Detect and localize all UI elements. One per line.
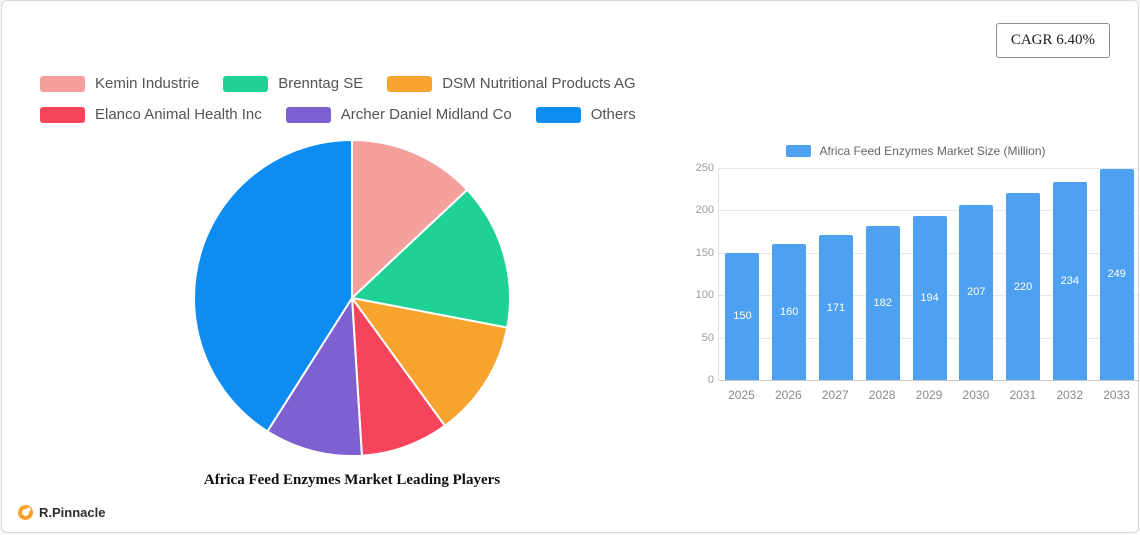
x-axis-label: 2025: [728, 388, 755, 402]
legend-label: Elanco Animal Health Inc: [95, 106, 262, 123]
y-tick-label: 150: [695, 246, 714, 259]
x-axis-label: 2029: [915, 388, 943, 402]
bar-legend-label: Africa Feed Enzymes Market Size (Million…: [819, 144, 1046, 158]
bar-column: 234: [1046, 168, 1093, 380]
brand-name: R.Pinnacle: [39, 505, 106, 520]
bar[interactable]: 249: [1099, 168, 1134, 380]
x-axis-label: 2027: [821, 388, 849, 402]
bar-column: 182: [859, 168, 906, 380]
x-axis-label: 2026: [774, 388, 802, 402]
bar[interactable]: 182: [865, 225, 900, 380]
pie-slice[interactable]: [265, 294, 363, 458]
bar-value-label: 249: [1107, 268, 1126, 281]
bar-column: 249: [1093, 168, 1138, 380]
brand-icon: [18, 505, 33, 520]
bar-column: 194: [906, 168, 953, 380]
pie-slice[interactable]: [349, 296, 509, 428]
y-tick-label: 0: [707, 374, 714, 386]
legend-label: Archer Daniel Midland Co: [340, 106, 512, 123]
pie-chart: Africa Feed Enzymes Market Leading Playe…: [185, 131, 519, 489]
cagr-label: CAGR 6.40%: [1010, 32, 1095, 48]
legend-swatch: [387, 75, 433, 92]
y-tick-label: 50: [701, 331, 714, 344]
y-tick-label: 250: [695, 162, 714, 174]
plot-area: 150 160 171 182 194 207 220 234 249: [718, 168, 1138, 381]
bar-value-label: 220: [1013, 280, 1033, 293]
legend-item[interactable]: Elanco Animal Health Inc: [40, 106, 262, 123]
legend-item[interactable]: Kemin Industrie: [40, 75, 199, 92]
y-tick-label: 200: [695, 204, 714, 217]
legend-label: Others: [590, 106, 636, 123]
bar-value-label: 160: [779, 306, 799, 319]
bar-column: 207: [953, 168, 1000, 380]
y-tick-label: 100: [695, 289, 714, 302]
legend-swatch: [285, 106, 331, 123]
x-axis: 2025 2026 2027 2028 2029 2030 2031 2032 2033: [718, 388, 1138, 402]
bar-value-label: 207: [967, 286, 986, 299]
bars: 150 160 171 182 194 207 220 234 249: [719, 168, 1138, 380]
bar-value-label: 194: [920, 291, 939, 304]
bar[interactable]: 234: [1052, 181, 1087, 380]
legend-swatch: [223, 75, 269, 92]
bar[interactable]: 171: [818, 235, 853, 380]
bar-value-label: 150: [733, 310, 752, 323]
cagr-badge: CAGR 6.40%: [995, 23, 1110, 58]
gridline: [719, 168, 1138, 169]
x-axis-label: 2033: [1103, 388, 1130, 402]
pie-slice[interactable]: [350, 294, 447, 457]
bar[interactable]: 160: [772, 244, 807, 380]
legend-swatch: [40, 75, 85, 92]
pie-svg: [193, 138, 511, 458]
legend-swatch: [40, 106, 85, 123]
brand-logo: R.Pinnacle: [18, 505, 105, 520]
bar[interactable]: 150: [725, 252, 760, 380]
bar[interactable]: 207: [959, 204, 994, 380]
bar[interactable]: 194: [912, 215, 947, 380]
pie-slice[interactable]: [351, 138, 469, 301]
bar-plot: 0 50 100 150 200 250 150 160 171 182 194 207 220 234…: [696, 162, 1138, 402]
pie-chart-title: Africa Feed Enzymes Market Leading Playe…: [203, 472, 501, 488]
legend-item[interactable]: Others: [535, 106, 636, 123]
bar-column: 160: [766, 168, 813, 380]
legend-swatch: [535, 106, 581, 123]
legend-label: Kemin Industrie: [95, 75, 200, 92]
pie-slice[interactable]: [349, 188, 511, 329]
x-axis-label: 2031: [1009, 388, 1037, 402]
y-axis: 0 50 100 150 200 250: [690, 162, 714, 386]
legend-item[interactable]: Brenntag SE: [223, 75, 363, 92]
bar-value-label: 182: [873, 296, 892, 309]
bar-column: 171: [813, 168, 860, 380]
bar-chart: Africa Feed Enzymes Market Size (Million…: [692, 144, 1138, 402]
bar[interactable]: 220: [1006, 193, 1041, 380]
gridline: [719, 210, 1138, 212]
bar-column: 220: [1000, 168, 1047, 380]
x-axis-label: 2032: [1056, 388, 1084, 402]
bar-value-label: 234: [1060, 274, 1080, 287]
legend-item[interactable]: DSM Nutritional Products AG: [387, 75, 636, 92]
legend-label: DSM Nutritional Products AG: [442, 75, 636, 92]
bar-legend-swatch: [786, 145, 812, 157]
x-axis-label: 2030: [962, 388, 990, 402]
x-axis-label: 2028: [868, 388, 896, 402]
bar-value-label: 171: [826, 301, 846, 314]
pie-legend: Kemin Industrie Brenntag SE DSM Nutritiona…: [40, 75, 720, 123]
bar-chart-legend[interactable]: Africa Feed Enzymes Market Size (Million…: [692, 144, 1138, 158]
pie-slice[interactable]: [193, 138, 353, 433]
legend-item[interactable]: Archer Daniel Midland Co: [285, 106, 512, 123]
legend-label: Brenntag SE: [278, 75, 364, 92]
bar-column: 150: [719, 168, 766, 380]
